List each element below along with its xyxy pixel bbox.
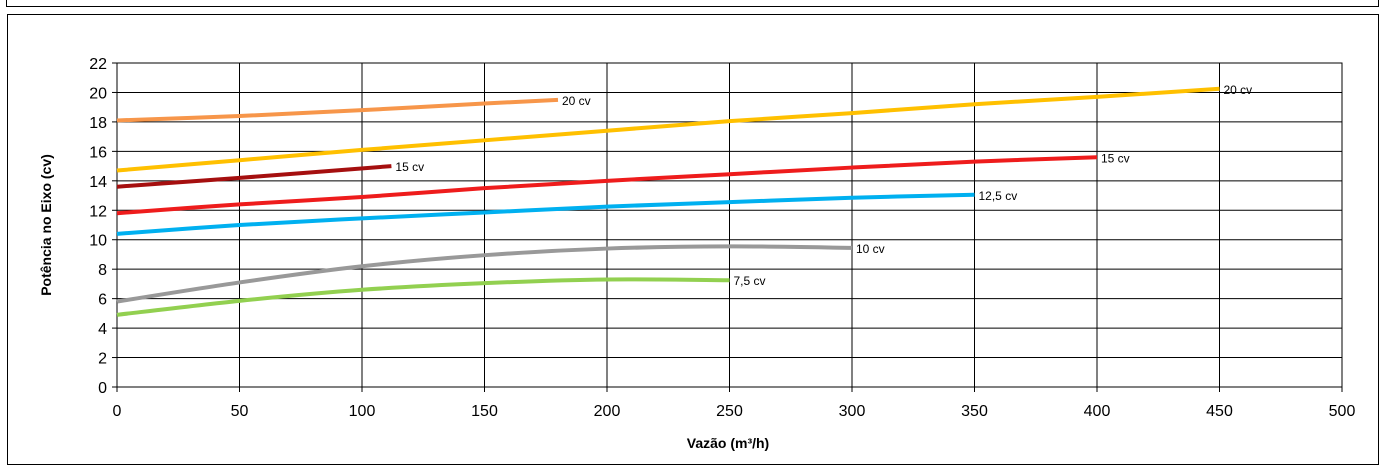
chart-frame (7, 14, 1379, 465)
series-end-label: 12,5 cv (979, 189, 1018, 203)
x-tick-label: 250 (716, 403, 743, 420)
series-line (116, 244, 853, 304)
y-tick-label: 22 (89, 56, 107, 73)
series-end-label: 15 cv (1101, 151, 1130, 165)
x-axis-title: Vazão (m³/h) (687, 435, 769, 451)
x-tick-label: 400 (1084, 403, 1111, 420)
series-end-label: 7,5 cv (734, 274, 766, 288)
series-end-label: 10 cv (856, 242, 885, 256)
y-tick-label: 20 (89, 85, 107, 102)
series-line (116, 97, 559, 123)
series (116, 86, 1220, 317)
series-line (116, 86, 1220, 173)
y-tick-label: 10 (89, 233, 107, 250)
y-tick-label: 12 (89, 203, 107, 220)
x-tick-label: 0 (113, 403, 122, 420)
curve-labels: 20 cv 20 cv 15 cv 15 cv 12,5 cv 10 cv 7,5 cv (395, 83, 1252, 288)
x-tick-label: 50 (231, 403, 249, 420)
series-line (116, 277, 730, 317)
top-panel-edge (6, 0, 1379, 7)
x-tick-label: 200 (594, 403, 621, 420)
series-end-label: 20 cv (1224, 83, 1253, 97)
series-end-label: 20 cv (562, 94, 591, 108)
tick-labels: 0 2 4 6 8 10 12 14 16 18 20 22 0 50 100 150 200 250 300 350… (89, 56, 1355, 420)
x-tick-label: 450 (1206, 403, 1233, 420)
y-axis-title: Potência no Eixo (cv) (38, 154, 54, 296)
y-tick-label: 0 (98, 380, 107, 397)
series-line (116, 164, 392, 189)
y-tick-label: 16 (89, 144, 107, 161)
y-tick-label: 4 (98, 321, 107, 338)
series-line (116, 192, 975, 236)
x-tick-label: 500 (1329, 403, 1356, 420)
x-tick-label: 100 (349, 403, 376, 420)
y-tick-label: 6 (98, 292, 107, 309)
series-line (116, 155, 1098, 216)
y-tick-label: 8 (98, 262, 107, 279)
series-end-label: 15 cv (395, 160, 424, 174)
y-tick-label: 14 (89, 174, 107, 191)
x-tick-label: 300 (839, 403, 866, 420)
axes (112, 62, 1343, 392)
y-tick-label: 18 (89, 115, 107, 132)
x-tick-label: 350 (961, 403, 988, 420)
y-tick-label: 2 (98, 351, 107, 368)
x-tick-label: 150 (471, 403, 498, 420)
